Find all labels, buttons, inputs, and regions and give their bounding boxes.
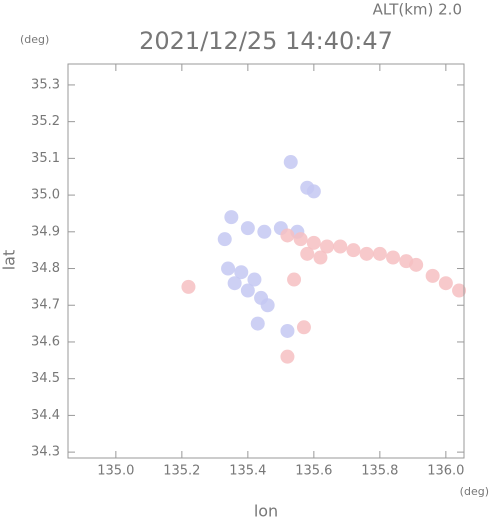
echo-point bbox=[386, 250, 401, 265]
y-tick-label: 34.6 bbox=[31, 334, 60, 349]
echo-point bbox=[234, 265, 249, 280]
y-unit: (deg) bbox=[20, 33, 49, 46]
echo-point bbox=[296, 320, 311, 335]
echo-point bbox=[293, 232, 308, 247]
echo-point bbox=[283, 155, 298, 170]
echo-point bbox=[346, 243, 361, 258]
y-tick-label: 34.3 bbox=[31, 445, 60, 460]
echo-point bbox=[280, 228, 295, 243]
echo-point bbox=[359, 246, 374, 261]
y-tick-label: 34.5 bbox=[31, 371, 60, 386]
y-tick-label: 34.9 bbox=[31, 224, 60, 239]
echo-point bbox=[257, 224, 272, 239]
y-axis-label: lat bbox=[0, 250, 19, 271]
echo-point bbox=[333, 239, 348, 254]
echo-point bbox=[452, 283, 467, 298]
echo-point bbox=[240, 221, 255, 236]
echo-point bbox=[260, 298, 275, 313]
altitude-label: ALT(km) 2.0 bbox=[373, 1, 462, 19]
echo-point bbox=[250, 316, 265, 331]
y-tick-label: 35.2 bbox=[31, 114, 60, 129]
x-tick-label: 136.0 bbox=[427, 464, 464, 479]
y-tick-label: 35.3 bbox=[31, 77, 60, 92]
echo-point bbox=[287, 272, 302, 287]
plot-frame bbox=[67, 63, 465, 459]
echo-point bbox=[221, 261, 236, 276]
y-tick-label: 34.7 bbox=[31, 298, 60, 313]
echo-point bbox=[306, 235, 321, 250]
echo-point bbox=[181, 279, 196, 294]
x-axis-label: lon bbox=[254, 502, 278, 521]
echo-point bbox=[224, 210, 239, 225]
echo-point bbox=[320, 239, 335, 254]
x-tick-label: 135.8 bbox=[361, 464, 398, 479]
x-tick-label: 135.6 bbox=[295, 464, 332, 479]
x-tick-label: 135.0 bbox=[97, 464, 134, 479]
y-tick-label: 35.1 bbox=[31, 151, 60, 166]
echo-point bbox=[438, 276, 453, 291]
echo-point bbox=[227, 276, 242, 291]
plot-area bbox=[181, 155, 467, 364]
echo-point bbox=[409, 257, 424, 272]
x-tick-label: 135.4 bbox=[229, 464, 266, 479]
echo-point bbox=[240, 283, 255, 298]
y-tick-label: 34.4 bbox=[31, 408, 60, 423]
y-tick-label: 34.8 bbox=[31, 261, 60, 276]
echo-point bbox=[217, 232, 232, 247]
x-unit: (deg) bbox=[460, 485, 489, 498]
y-tick-label: 35.0 bbox=[31, 188, 60, 203]
echo-point bbox=[247, 272, 262, 287]
echo-point bbox=[313, 250, 328, 265]
echo-point bbox=[300, 246, 315, 261]
echo-point bbox=[280, 323, 295, 338]
echo-point bbox=[372, 246, 387, 261]
echo-point bbox=[306, 184, 321, 199]
chart-title: 2021/12/25 14:40:47 bbox=[139, 27, 393, 55]
echo-point bbox=[425, 268, 440, 283]
x-tick-label: 135.2 bbox=[163, 464, 200, 479]
echo-point bbox=[280, 349, 295, 364]
